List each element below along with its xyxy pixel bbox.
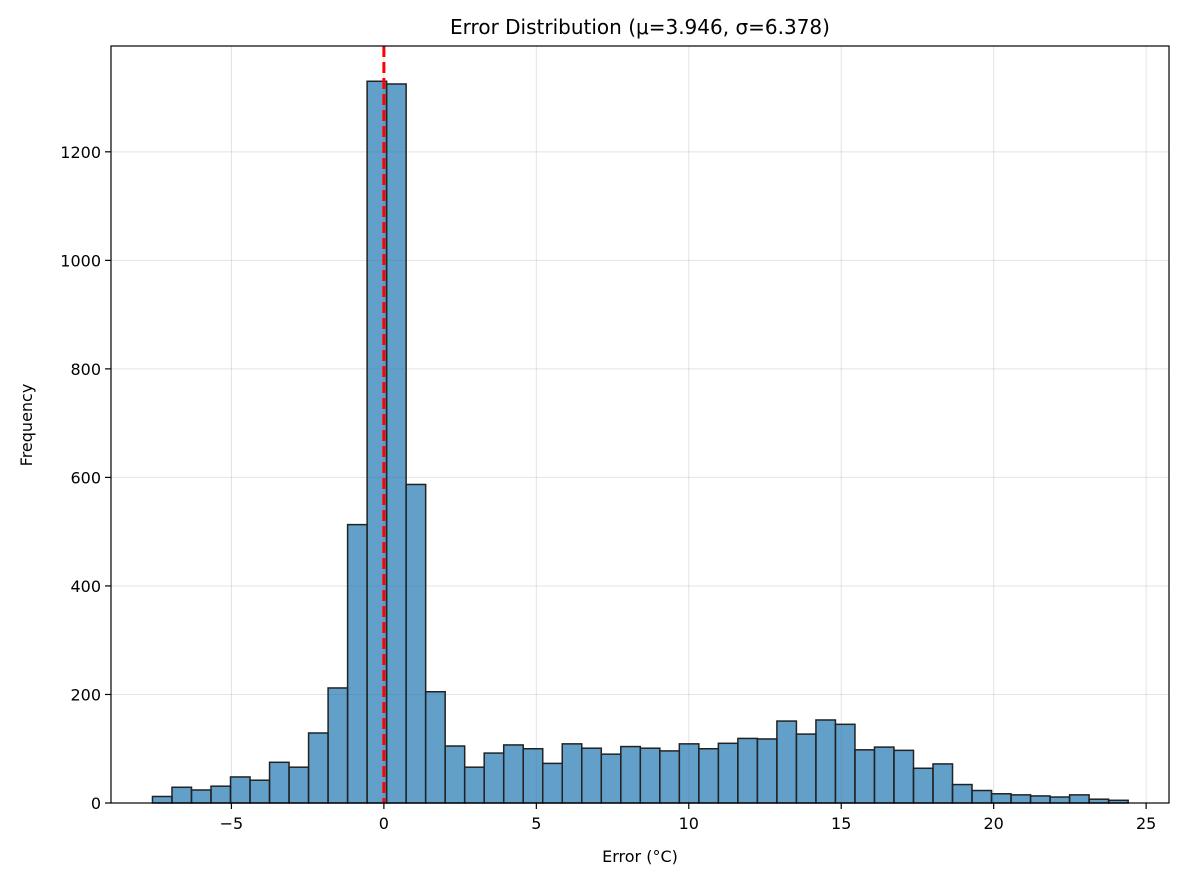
histogram-bar (385, 83, 407, 804)
histogram-bar (893, 749, 915, 804)
histogram-bar (288, 766, 310, 804)
x-tick-label: 15 (831, 814, 851, 833)
histogram-bar (912, 767, 934, 804)
histogram-bar (678, 743, 700, 804)
histogram-bar (620, 745, 642, 804)
y-tick-label: 1000 (60, 251, 101, 270)
histogram-bar (483, 752, 505, 804)
histogram-bar (210, 785, 232, 804)
chart-title: Error Distribution (μ=3.946, σ=6.378) (450, 15, 830, 39)
histogram-bar (229, 776, 251, 804)
histogram-bar (171, 786, 193, 804)
histogram-bar (346, 523, 368, 804)
x-axis-ticks: −5 0 5 10 15 20 25 (220, 803, 1156, 833)
histogram-bar (971, 789, 993, 804)
histogram-bar (405, 483, 427, 804)
histogram-bar (1049, 796, 1071, 804)
y-tick-label: 0 (91, 794, 101, 813)
x-tick-label: 25 (1136, 814, 1156, 833)
histogram-bar (581, 747, 603, 804)
y-tick-label: 400 (70, 577, 101, 596)
histogram-bar (776, 720, 798, 804)
histogram-bar (327, 687, 349, 804)
y-axis-ticks: 0 200 400 600 800 1000 1200 (60, 143, 111, 813)
histogram-bar (990, 793, 1012, 804)
histogram-bar (717, 742, 739, 804)
x-tick-label: 10 (679, 814, 699, 833)
histogram-bar (463, 766, 485, 804)
histogram-bar (737, 737, 759, 804)
y-axis-label: Frequency (17, 384, 36, 467)
y-tick-label: 200 (70, 685, 101, 704)
y-tick-label: 800 (70, 360, 101, 379)
histogram-bar (932, 763, 954, 804)
histogram-bar (502, 744, 524, 804)
histogram-bar (444, 745, 466, 804)
histogram-bar (307, 732, 329, 804)
histogram-bar (698, 747, 720, 804)
histogram-bar (854, 749, 876, 804)
histogram-bars (151, 80, 1129, 804)
histogram-bar (190, 789, 212, 804)
histogram-bar (756, 738, 778, 804)
x-tick-label: 0 (379, 814, 389, 833)
y-tick-label: 600 (70, 468, 101, 487)
histogram-bar (873, 746, 895, 804)
y-tick-label: 1200 (60, 143, 101, 162)
histogram-bar (1010, 794, 1032, 804)
histogram-bar (951, 783, 973, 804)
histogram-bar (561, 743, 583, 804)
x-axis-label: Error (°C) (602, 847, 678, 866)
histogram-bar (600, 753, 622, 804)
histogram-bar (1068, 794, 1090, 804)
histogram-bar (249, 779, 271, 804)
grid-lines (111, 46, 1169, 804)
x-tick-label: −5 (220, 814, 244, 833)
plot-area-frame (110, 45, 1170, 804)
histogram-bar (659, 750, 681, 804)
histogram-bar (1029, 795, 1051, 804)
histogram-bar (834, 723, 856, 804)
x-tick-label: 5 (531, 814, 541, 833)
histogram-bar (522, 747, 544, 804)
histogram-bar (424, 691, 446, 804)
histogram-bar (268, 761, 290, 804)
histogram-bar (815, 719, 837, 804)
histogram-bar (795, 733, 817, 804)
histogram-bar (541, 762, 564, 804)
histogram-bar (639, 747, 661, 804)
x-tick-label: 20 (984, 814, 1004, 833)
histogram-bar (151, 795, 173, 804)
